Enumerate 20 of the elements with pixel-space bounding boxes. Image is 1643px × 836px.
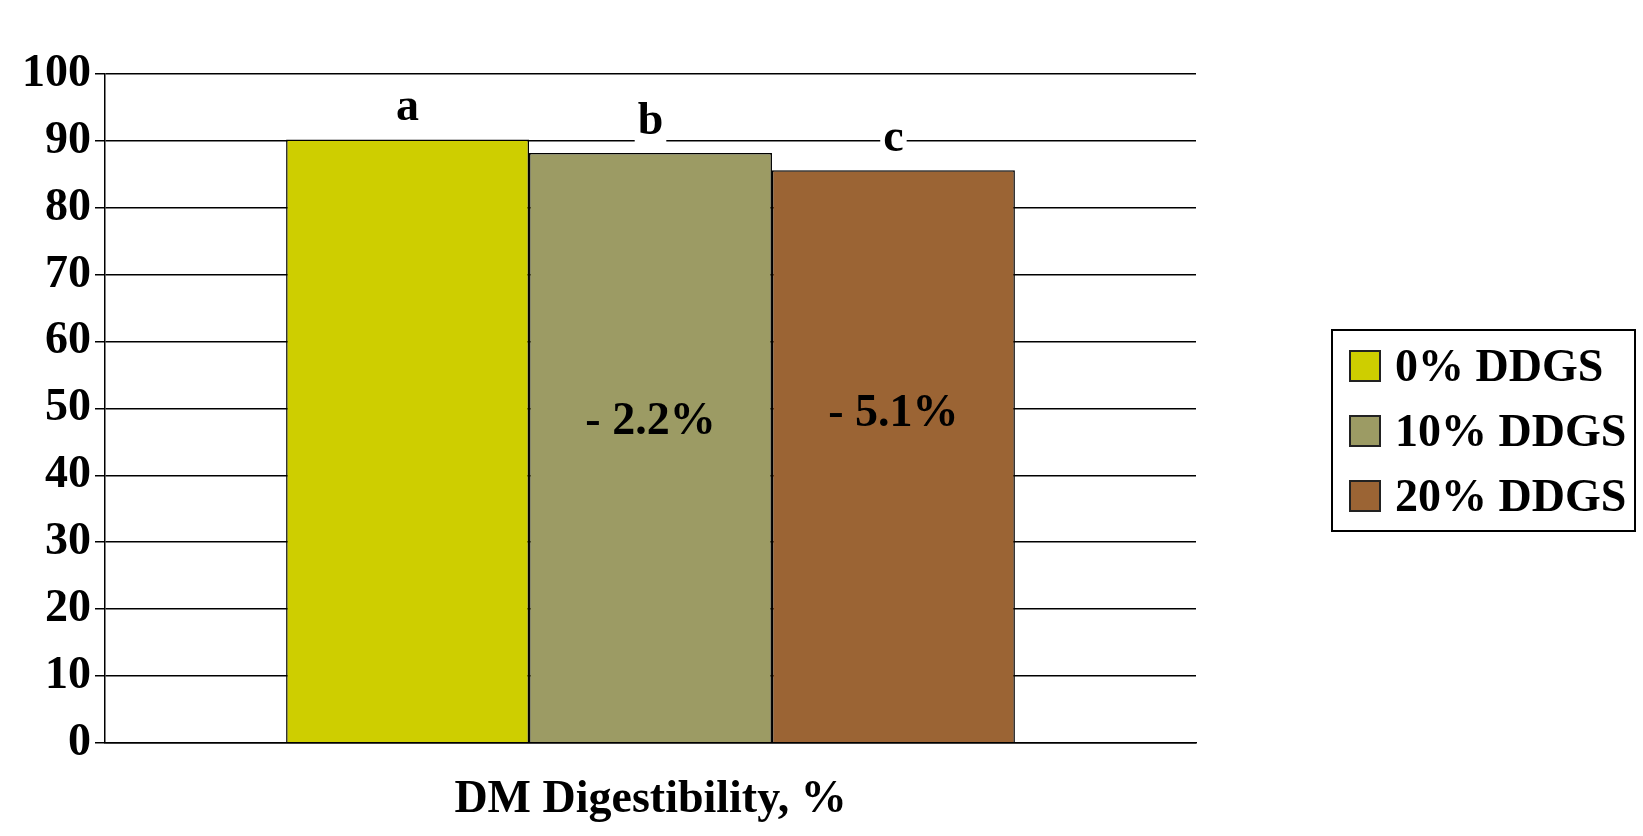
- y-tick-label: 30: [45, 513, 91, 565]
- y-tick-label: 60: [45, 312, 91, 364]
- legend-label: 20% DDGS: [1395, 469, 1627, 522]
- y-tick-label: 20: [45, 579, 91, 631]
- y-tick-label: 40: [45, 446, 91, 498]
- data-label: a: [396, 79, 420, 131]
- annotation: - 5.1%: [828, 384, 959, 436]
- y-tick-label: 70: [45, 245, 91, 297]
- y-tick-label: 50: [45, 379, 91, 431]
- y-tick-label: 10: [45, 646, 91, 698]
- data-label: c: [883, 110, 904, 162]
- y-tick-label: 90: [45, 111, 91, 163]
- y-tick-label: 0: [68, 713, 91, 765]
- y-tick-label: 100: [22, 44, 91, 96]
- annotation: - 2.2%: [585, 392, 716, 444]
- y-tick-label: 80: [45, 178, 91, 230]
- legend-label: 10% DDGS: [1395, 404, 1627, 457]
- data-label: b: [637, 92, 664, 144]
- legend-label: 0% DDGS: [1395, 339, 1604, 392]
- x-axis-title: DM Digestibility, %: [454, 771, 847, 823]
